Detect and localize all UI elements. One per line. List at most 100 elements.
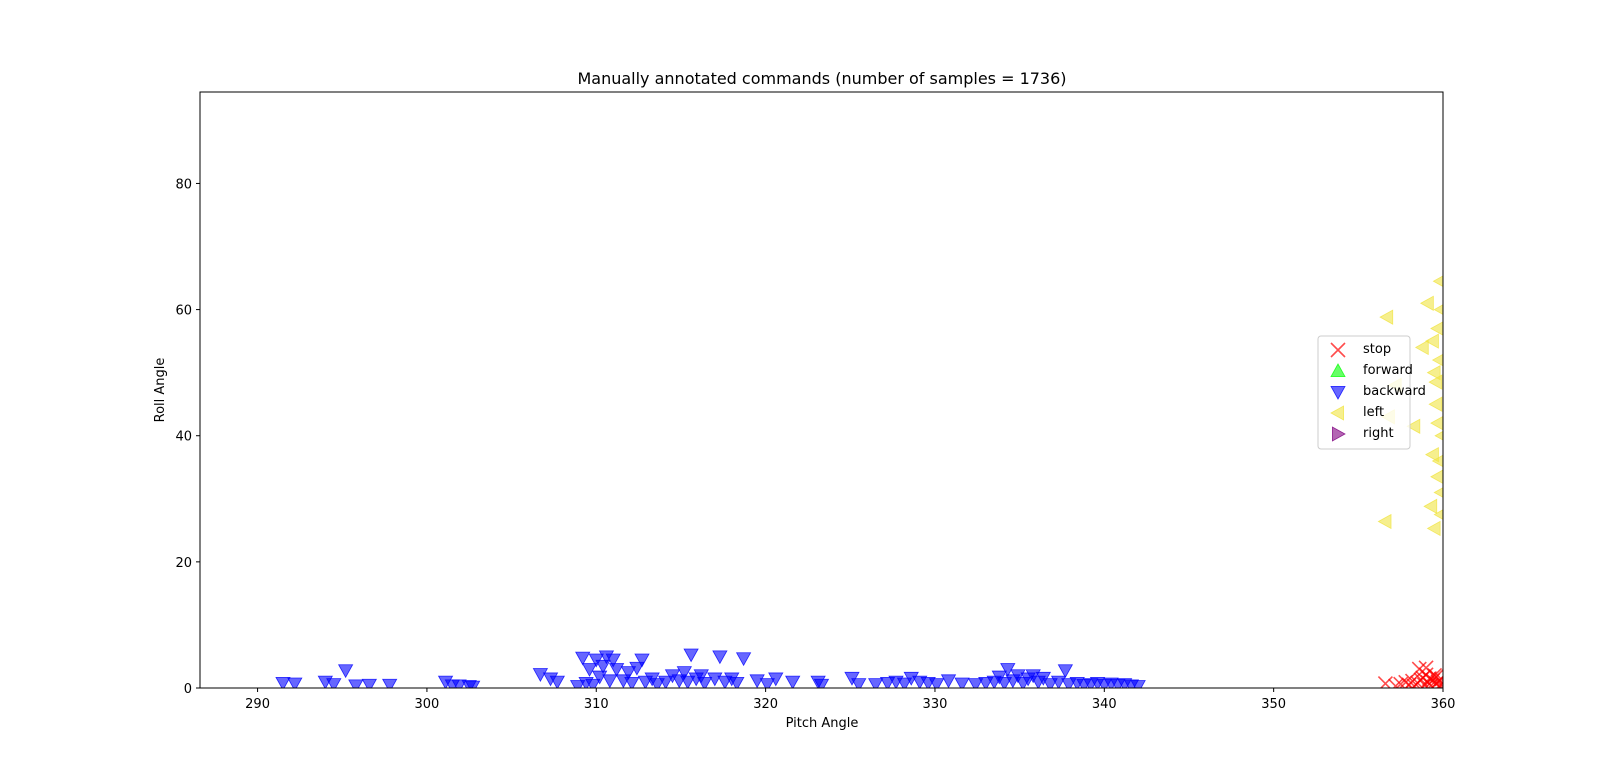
x-tick-label: 330: [923, 697, 948, 712]
backward-point: [676, 666, 693, 681]
left-point: [1430, 415, 1443, 431]
backward-point: [996, 676, 1013, 688]
backward-point: [1042, 678, 1058, 688]
backward-point: [768, 672, 784, 687]
backward-point: [326, 678, 342, 688]
chart-title: Manually annotated commands (number of s…: [577, 69, 1066, 88]
backward-point: [868, 678, 884, 688]
backward-point: [785, 675, 801, 688]
left-point: [1432, 275, 1443, 287]
backward-point: [605, 653, 621, 668]
backward-point: [851, 678, 867, 688]
x-tick-label: 290: [245, 697, 270, 712]
y-tick-label: 80: [175, 177, 192, 192]
x-tick-label: 310: [584, 697, 609, 712]
left-point: [1423, 498, 1438, 515]
backward-point: [532, 668, 549, 682]
backward-point: [696, 676, 713, 688]
left-point: [1431, 353, 1443, 367]
left-point: [1414, 339, 1429, 356]
stop-point: [1393, 676, 1409, 688]
left-point: [1433, 487, 1443, 498]
backward-point: [569, 680, 586, 688]
points-layer: [275, 275, 1443, 688]
x-axis: 290 300 310 320 330 340 350 360: [245, 688, 1455, 712]
y-axis-label: Roll Angle: [153, 358, 168, 423]
backward-point: [928, 678, 945, 688]
backward-point: [967, 678, 984, 688]
backward-point: [608, 663, 625, 677]
stop-point: [1432, 677, 1443, 688]
backward-point: [275, 676, 291, 688]
left-point: [1425, 333, 1439, 349]
left-point: [1379, 309, 1394, 325]
legend-box: [1317, 335, 1411, 450]
backward-point: [712, 650, 728, 665]
backward-point: [575, 651, 591, 666]
legend-label-forward: forward: [1363, 363, 1413, 378]
x-tick-label: 360: [1431, 697, 1456, 712]
left-point: [1431, 454, 1443, 468]
stop-point: [1377, 676, 1393, 688]
y-tick-label: 60: [175, 304, 192, 319]
stop-point: [1388, 678, 1404, 688]
legend-marker-forward: [1330, 363, 1346, 378]
legend-marker-stop: [1330, 342, 1346, 358]
backward-point: [464, 680, 481, 688]
stop-point: [1434, 676, 1443, 688]
backward-point: [602, 674, 618, 688]
backward-point: [624, 676, 640, 688]
x-tick-label: 340: [1092, 697, 1117, 712]
x-tick-label: 350: [1261, 697, 1286, 712]
legend-label-backward: backward: [1363, 384, 1426, 399]
y-tick-label: 40: [175, 430, 192, 445]
left-point: [1430, 469, 1443, 484]
left-point: [1433, 304, 1443, 315]
backward-point: [759, 678, 775, 688]
backward-point: [381, 678, 398, 688]
backward-point: [813, 678, 830, 688]
backward-point: [287, 677, 303, 688]
stop-point: [1415, 670, 1431, 686]
x-tick-label: 320: [753, 697, 778, 712]
backward-point: [337, 664, 354, 679]
legend-label-right: right: [1363, 426, 1394, 441]
backward-point: [620, 666, 637, 681]
legend: stop forward backward left right: [1317, 335, 1426, 450]
legend-marker-right: [1332, 426, 1346, 442]
left-point: [1426, 520, 1441, 537]
backward-point: [581, 663, 598, 677]
backward-point: [1130, 680, 1146, 688]
left-point: [1426, 364, 1441, 381]
left-point: [1377, 513, 1392, 530]
backward-point: [549, 675, 565, 688]
backward-point: [634, 653, 650, 668]
y-tick-label: 20: [175, 556, 192, 571]
backward-point: [591, 670, 608, 685]
backward-point: [361, 678, 378, 688]
legend-label-left: left: [1363, 405, 1384, 420]
backward-point: [735, 652, 752, 667]
y-tick-label: 0: [184, 682, 192, 697]
left-point: [1419, 295, 1434, 311]
y-axis: 0 20 40 60 80: [175, 177, 200, 697]
x-axis-label: Pitch Angle: [786, 716, 859, 731]
stop-point: [1433, 671, 1443, 687]
backward-point: [954, 677, 970, 688]
backward-point: [749, 674, 765, 688]
backward-point: [1057, 664, 1074, 679]
backward-point: [693, 669, 709, 684]
left-point: [1430, 321, 1443, 336]
x-tick-label: 300: [415, 697, 440, 712]
legend-marker-backward: [1330, 385, 1346, 400]
backward-point: [729, 676, 745, 688]
backward-point: [348, 679, 364, 688]
left-point: [1425, 446, 1439, 463]
legend-label-stop: stop: [1363, 342, 1391, 357]
backward-point: [683, 648, 699, 663]
backward-point: [896, 677, 913, 688]
backward-point: [585, 678, 601, 688]
backward-point: [940, 674, 957, 688]
backward-point: [629, 661, 645, 676]
